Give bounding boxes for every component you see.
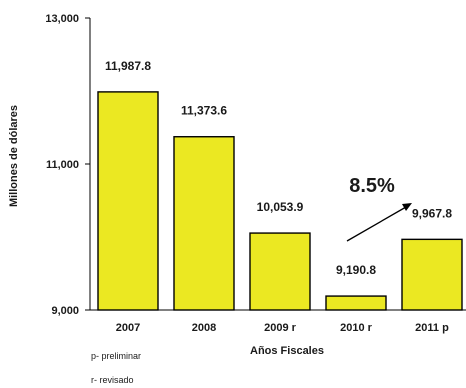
- y-tick-label: 9,000: [51, 305, 79, 317]
- note-revisado: r- revisado: [91, 375, 134, 385]
- x-tick-label: 2007: [116, 322, 140, 334]
- bars-group: 11,987.8 11,373.6 10,053.9 9,190.8 9,967.8: [97, 59, 463, 311]
- bar: [173, 136, 235, 311]
- growth-arrow-icon: [346, 203, 412, 242]
- bar: [97, 91, 159, 311]
- bar: [401, 238, 463, 311]
- bar-value-label: 9,967.8: [412, 206, 452, 220]
- bar-value-label: 10,053.9: [257, 200, 304, 214]
- x-axis: 2007 2008 2009 r 2010 r 2011 p: [90, 309, 466, 334]
- bar-value-label: 11,987.8: [105, 59, 151, 73]
- y-axis: 9,000 11,000 13,000: [45, 13, 91, 317]
- bar: [325, 295, 387, 311]
- bar-value-label: 11,373.6: [181, 104, 227, 118]
- bar: [249, 232, 311, 311]
- x-tick-label: 2010 r: [340, 322, 373, 334]
- y-axis-title: Millones de dólares: [8, 105, 20, 207]
- bar-value-label: 9,190.8: [336, 263, 376, 277]
- note-preliminar: p- preliminar: [91, 351, 141, 361]
- x-tick-label: 2008: [192, 322, 216, 334]
- x-tick-label: 2009 r: [264, 322, 297, 334]
- x-axis-title: Años Fiscales: [250, 345, 324, 357]
- y-tick-label: 11,000: [46, 159, 79, 171]
- growth-annotation-label: 8.5%: [349, 175, 395, 197]
- x-tick-label: 2011 p: [415, 322, 449, 334]
- y-tick-label: 13,000: [45, 13, 79, 25]
